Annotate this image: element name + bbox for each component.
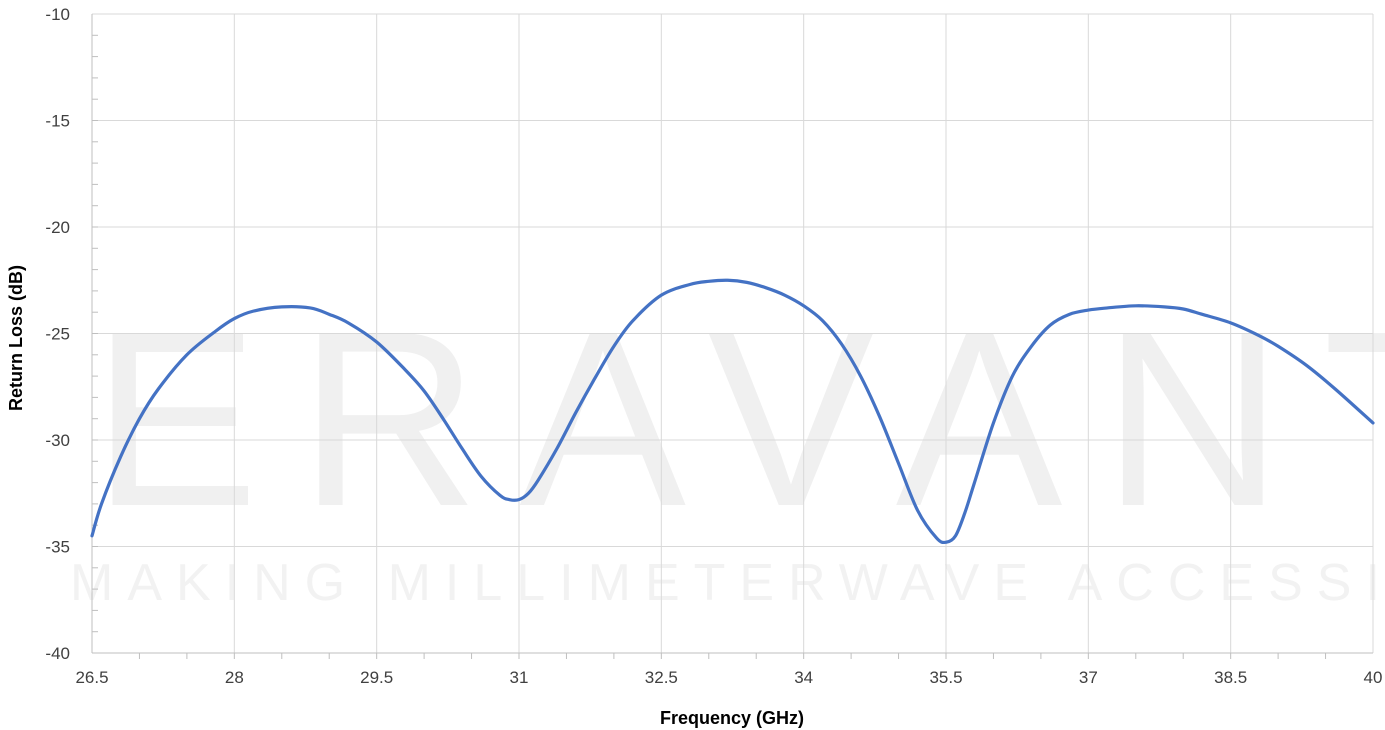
watermark: ERAVANT MAKING MILLIMETERWAVE ACCESSIBLE [70,279,1385,612]
y-tick-label: -15 [45,112,70,131]
tick-labels: 26.5 28 29.5 31 32.5 34 35.5 37 38.5 40 -10 -15 -20 -… [45,5,1382,687]
watermark-logo: ERAVANT [92,279,1385,558]
x-tick-label: 34 [794,668,813,687]
x-tick-label: 32.5 [645,668,678,687]
x-tick-label: 26.5 [75,668,108,687]
x-tick-label: 28 [225,668,244,687]
x-tick-label: 35.5 [929,668,962,687]
y-tick-label: -20 [45,218,70,237]
data-series [90,278,1375,545]
y-tick-label: -35 [45,538,70,557]
return-loss-line [90,278,1375,545]
y-axis-title: Return Loss (dB) [6,265,26,411]
axes [91,14,1373,659]
x-tick-label: 38.5 [1214,668,1247,687]
watermark-tagline: MAKING MILLIMETERWAVE ACCESSIBLE [70,554,1385,612]
y-tick-label: -10 [45,5,70,24]
x-tick-label: 31 [510,668,529,687]
y-tick-label: -30 [45,431,70,450]
y-tick-label: -25 [45,325,70,344]
x-tick-label: 40 [1364,668,1383,687]
y-tick-label: -40 [45,644,70,663]
x-tick-label: 29.5 [360,668,393,687]
x-tick-label: 37 [1079,668,1098,687]
grid [92,13,1374,653]
x-axis-title: Frequency (GHz) [660,708,804,728]
